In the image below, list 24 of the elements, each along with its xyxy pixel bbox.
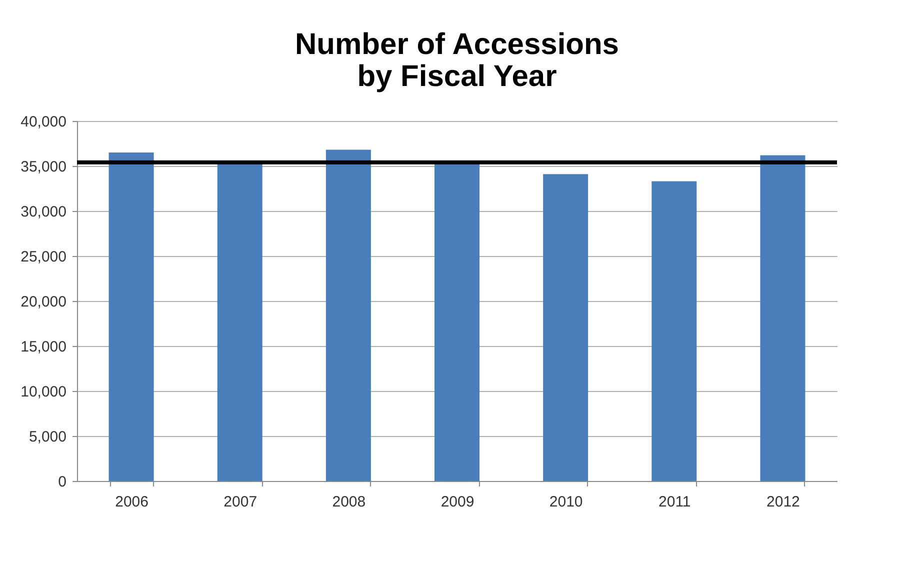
bar: [217, 162, 262, 481]
y-tick-label: 5,000: [28, 428, 66, 446]
y-tick-label: 10,000: [20, 384, 66, 400]
bar: [108, 152, 154, 481]
x-tick-label: 2007: [224, 494, 258, 510]
y-tick-label: 15,000: [20, 338, 66, 356]
y-tick-label: 20,000: [20, 294, 66, 310]
bar: [652, 181, 697, 481]
bar: [760, 155, 806, 481]
x-tick-label: 2008: [332, 494, 366, 510]
bar: [543, 174, 588, 481]
y-tick-label: 25,000: [20, 248, 66, 266]
x-tick-label: 2011: [658, 494, 691, 510]
y-tick-label: 40,000: [20, 114, 66, 130]
y-tick-label: 0: [58, 474, 66, 490]
x-tick-label: 2006: [115, 494, 148, 510]
x-tick-label: 2010: [549, 494, 583, 510]
x-tick-label: 2012: [766, 494, 800, 510]
x-tick-label: 2009: [440, 494, 474, 510]
y-tick-label: 35,000: [20, 158, 66, 176]
chart-title: Number of Accessions by Fiscal Year: [295, 28, 619, 93]
bar: [434, 162, 480, 481]
bar: [326, 150, 371, 481]
y-tick-label: 30,000: [20, 204, 66, 220]
